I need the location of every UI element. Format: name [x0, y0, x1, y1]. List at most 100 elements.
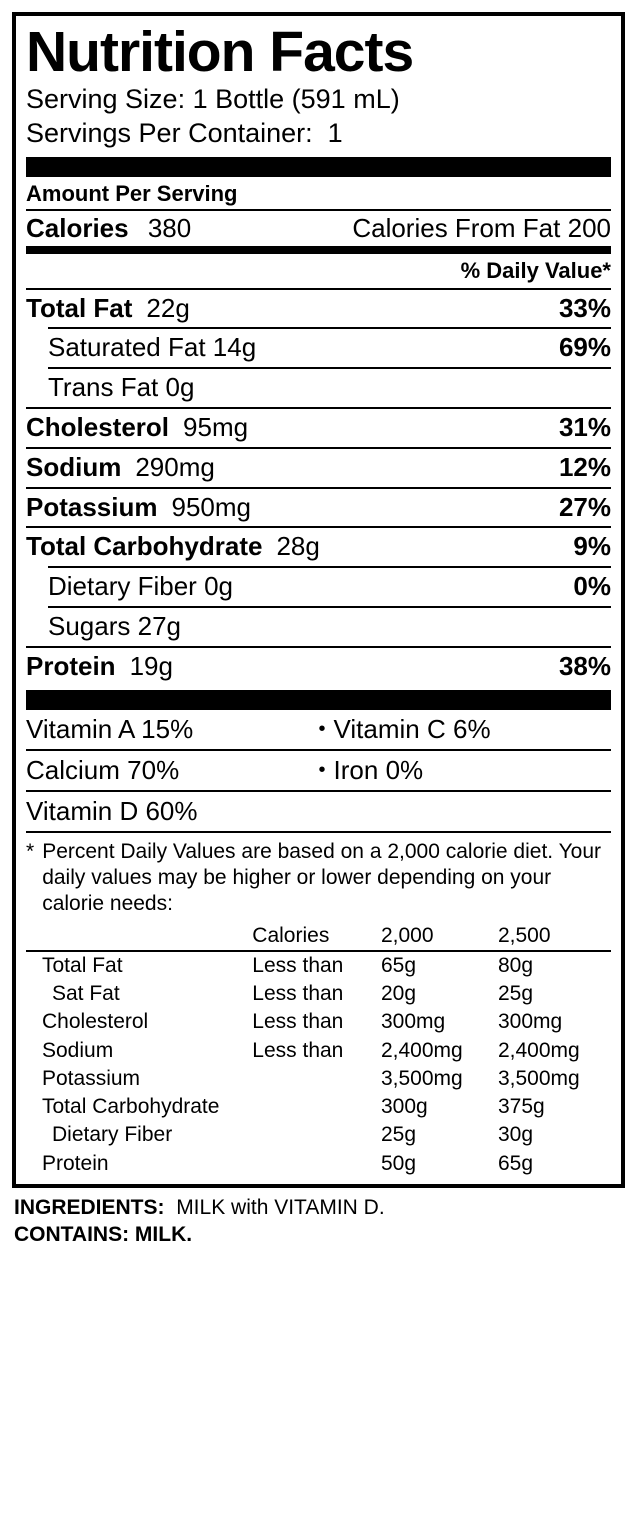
ref-cell: 65g	[494, 1150, 611, 1178]
nutrient-row-total-fat: Total Fat22g 33%	[26, 292, 611, 326]
ref-cell: 80g	[494, 952, 611, 980]
divider	[26, 526, 611, 528]
nutrient-row-trans-fat: Trans Fat 0g	[26, 371, 611, 405]
nutrient-row-sugars: Sugars 27g	[26, 610, 611, 644]
ref-cell: Less than	[248, 1037, 377, 1065]
contains-text: CONTAINS: MILK.	[14, 1221, 623, 1248]
panel-title: Nutrition Facts	[26, 24, 611, 81]
ingredients-text: MILK with VITAMIN D.	[176, 1196, 384, 1219]
amount-per-serving-label: Amount Per Serving	[26, 179, 611, 207]
footnote-star: *	[26, 839, 34, 918]
calories-row: Calories 380 Calories From Fat 200	[26, 213, 611, 244]
nutrient-amount: 0g	[204, 571, 233, 601]
ref-cell: 2,500	[494, 922, 611, 951]
vitamin-value: 6%	[453, 714, 491, 744]
calories-label: Calories	[26, 213, 129, 243]
ref-row: Dietary Fiber25g30g	[26, 1121, 611, 1149]
ref-row: Protein 50g65g	[26, 1150, 611, 1178]
nutrient-amount: 0g	[166, 372, 195, 402]
servings-per-value: 1	[328, 118, 343, 148]
divider	[48, 566, 611, 568]
bullet-icon: •	[319, 760, 326, 780]
ref-cell: 50g	[377, 1150, 494, 1178]
vitamin-label: Vitamin D	[26, 796, 138, 826]
vitamin-value: 60%	[145, 796, 197, 826]
vitamin-label: Vitamin A	[26, 714, 134, 744]
ref-row: Sat FatLess than20g25g	[26, 980, 611, 1008]
ref-cell: 300mg	[494, 1008, 611, 1036]
ref-cell	[26, 922, 248, 951]
ref-cell: 3,500mg	[494, 1065, 611, 1093]
divider	[26, 209, 611, 211]
divider	[26, 646, 611, 648]
divider	[26, 157, 611, 177]
divider	[26, 749, 611, 751]
ref-cell: 3,500mg	[377, 1065, 494, 1093]
nutrient-dv: 31%	[559, 411, 611, 445]
vitamin-label: Vitamin C	[334, 714, 446, 744]
vitamin-value: 70%	[127, 755, 179, 785]
ref-cell: 65g	[377, 952, 494, 980]
ref-cell: Less than	[248, 1008, 377, 1036]
ref-cell: Protein	[26, 1150, 248, 1178]
ref-row: Potassium 3,500mg3,500mg	[26, 1065, 611, 1093]
ref-cell	[248, 1093, 377, 1121]
ref-cell: 2,000	[377, 922, 494, 951]
nutrient-label: Cholesterol	[26, 411, 169, 445]
ref-cell: Sodium	[26, 1037, 248, 1065]
ingredients-block: INGREDIENTS: MILK with VITAMIN D. CONTAI…	[12, 1188, 625, 1249]
ref-row: Total Carbohydrate300g375g	[26, 1093, 611, 1121]
divider	[26, 246, 611, 254]
nutrient-row-potassium: Potassium950mg 27%	[26, 491, 611, 525]
vitamin-value: 15%	[141, 714, 193, 744]
vitamin-value: 0%	[386, 755, 424, 785]
calories-value: 380	[148, 213, 191, 243]
divider	[26, 288, 611, 290]
nutrient-row-fiber: Dietary Fiber 0g 0%	[26, 570, 611, 604]
ref-cell: 300g	[377, 1093, 494, 1121]
nutrient-row-cholesterol: Cholesterol 95mg 31%	[26, 411, 611, 445]
ref-cell	[248, 1150, 377, 1178]
reference-table: Calories 2,000 2,500 Total FatLess than6…	[26, 922, 611, 1178]
nutrient-amount: 19g	[130, 650, 173, 684]
nutrient-amount: 28g	[276, 530, 319, 564]
nutrient-dv: 0%	[573, 570, 611, 604]
nutrition-facts-panel: Nutrition Facts Serving Size: 1 Bottle (…	[12, 12, 625, 1188]
nutrient-label: Total Fat	[26, 292, 132, 326]
ref-header-row: Calories 2,000 2,500	[26, 922, 611, 951]
divider	[26, 487, 611, 489]
ref-cell: Less than	[248, 952, 377, 980]
vitamin-row-2: Calcium 70% • Iron 0%	[26, 753, 611, 788]
divider	[48, 606, 611, 608]
bullet-icon: •	[319, 719, 326, 739]
nutrient-dv: 27%	[559, 491, 611, 525]
nutrient-dv: 12%	[559, 451, 611, 485]
ref-cell: 2,400mg	[377, 1037, 494, 1065]
nutrient-amount: 95mg	[183, 411, 248, 445]
ref-cell: Cholesterol	[26, 1008, 248, 1036]
ref-cell	[248, 1065, 377, 1093]
footnote-text: Percent Daily Values are based on a 2,00…	[42, 839, 611, 918]
nutrient-label: Dietary Fiber	[48, 571, 197, 601]
ref-cell: 25g	[494, 980, 611, 1008]
ref-cell: Potassium	[26, 1065, 248, 1093]
nutrient-row-sodium: Sodium290mg 12%	[26, 451, 611, 485]
dv-heading: % Daily Value*	[26, 256, 611, 286]
nutrient-label: Total Carbohydrate	[26, 530, 262, 564]
ref-cell: 375g	[494, 1093, 611, 1121]
nutrient-row-sat-fat: Saturated Fat 14g 69%	[26, 331, 611, 365]
serving-size-line: Serving Size: 1 Bottle (591 mL)	[26, 83, 611, 117]
divider	[48, 327, 611, 329]
vitamin-label: Calcium	[26, 755, 120, 785]
nutrient-dv: 33%	[559, 292, 611, 326]
divider	[26, 447, 611, 449]
ingredients-label: INGREDIENTS:	[14, 1196, 165, 1219]
nutrient-label: Protein	[26, 650, 116, 684]
divider	[48, 367, 611, 369]
servings-per-label: Servings Per Container:	[26, 118, 313, 148]
ref-cell: 30g	[494, 1121, 611, 1149]
nutrient-dv: 9%	[573, 530, 611, 564]
vitamin-label: Iron	[334, 755, 379, 785]
ref-cell: Sat Fat	[26, 980, 248, 1008]
ref-cell: 25g	[377, 1121, 494, 1149]
